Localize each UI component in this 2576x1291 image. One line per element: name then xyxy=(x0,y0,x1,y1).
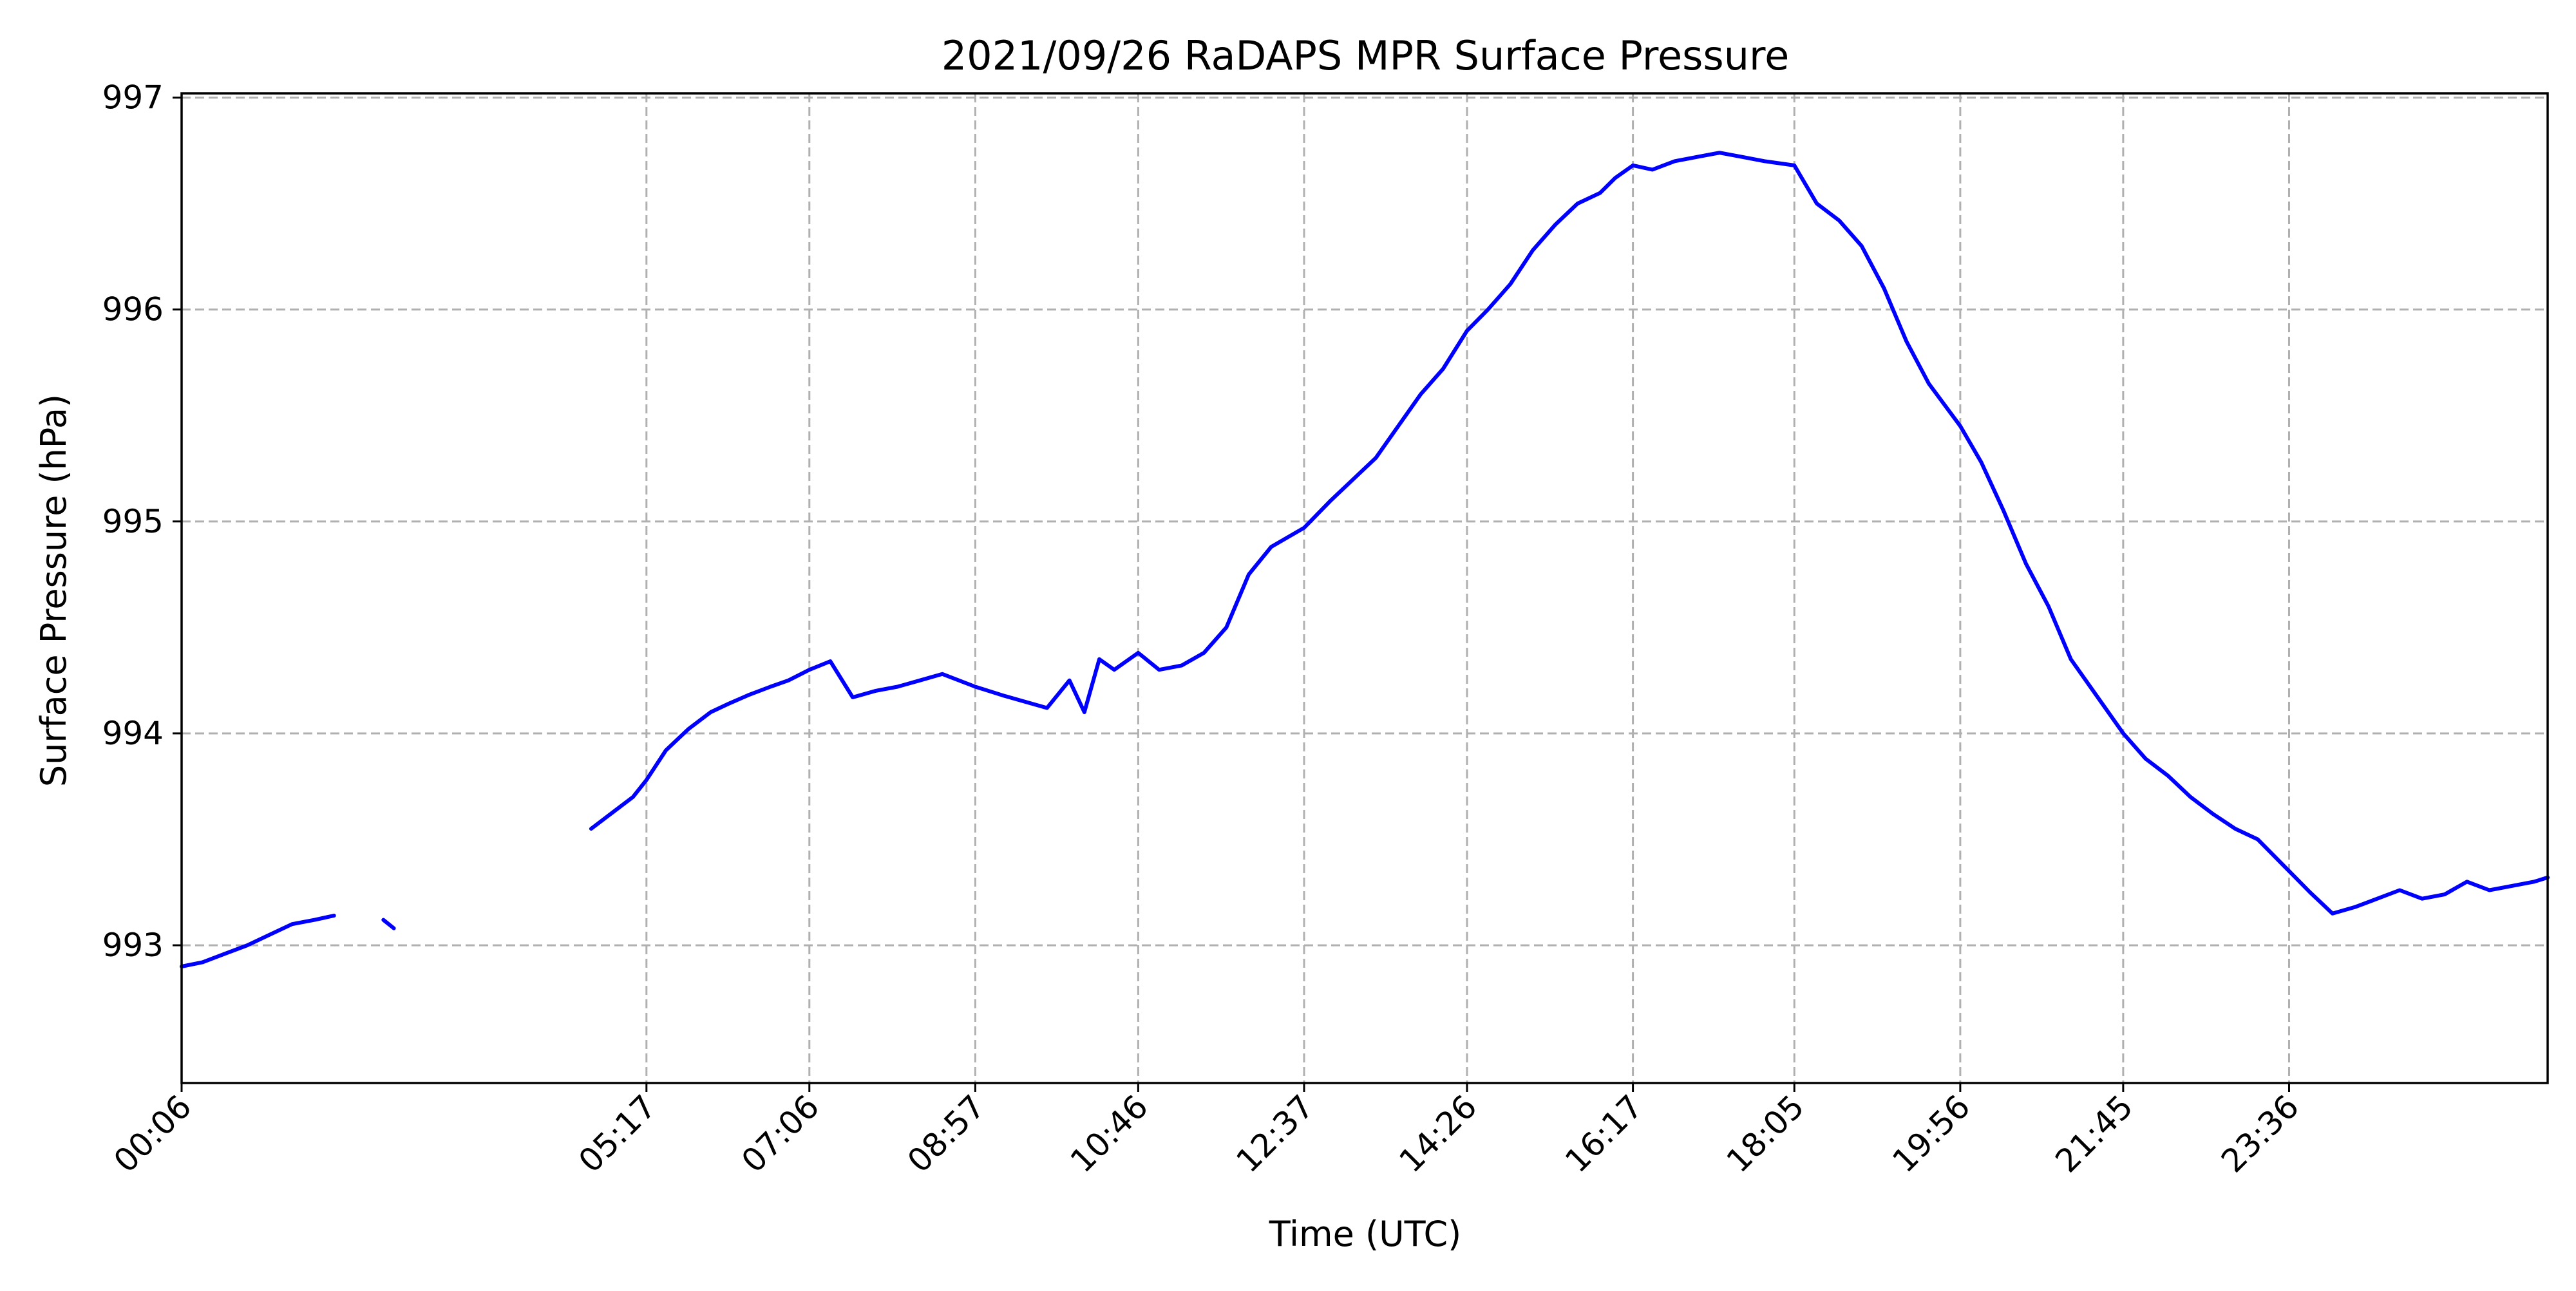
x-tick-label: 12:37 xyxy=(1229,1088,1321,1180)
x-tick-label: 07:06 xyxy=(734,1088,826,1180)
x-tick-label: 21:45 xyxy=(2048,1088,2140,1180)
x-tick-label: 10:46 xyxy=(1063,1088,1155,1180)
chart-title: 2021/09/26 RaDAPS MPR Surface Pressure xyxy=(942,32,1790,79)
pressure-line-segment xyxy=(381,918,396,930)
x-tick-label: 14:26 xyxy=(1392,1088,1484,1180)
x-tick-label: 16:17 xyxy=(1558,1088,1650,1180)
y-tick-label: 996 xyxy=(102,291,164,328)
x-tick-label: 19:56 xyxy=(1885,1088,1977,1180)
y-tick-label: 997 xyxy=(102,79,164,117)
x-tick-label: 18:05 xyxy=(1719,1088,1812,1180)
y-tick-label: 993 xyxy=(102,927,164,964)
axes: 993 994 995 996 997 00:06 05:17 07:06 08:57 10:46… xyxy=(102,79,2549,1180)
y-axis-label: Surface Pressure (hPa) xyxy=(33,394,74,787)
x-tick-label: 08:57 xyxy=(900,1088,992,1180)
pressure-line-segment xyxy=(180,914,336,968)
y-tick-label: 994 xyxy=(102,715,164,752)
x-axis-label: Time (UTC) xyxy=(1269,1214,1462,1254)
plot-frame xyxy=(180,92,2549,1084)
x-tick-label: 23:36 xyxy=(2214,1088,2306,1180)
data-lines xyxy=(180,151,2550,968)
grid-lines xyxy=(180,93,2548,1083)
y-tick-label: 995 xyxy=(102,503,164,540)
pressure-line-segment xyxy=(589,151,2550,916)
x-tick-label: 00:06 xyxy=(107,1088,199,1180)
x-tick-label: 05:17 xyxy=(571,1088,663,1180)
